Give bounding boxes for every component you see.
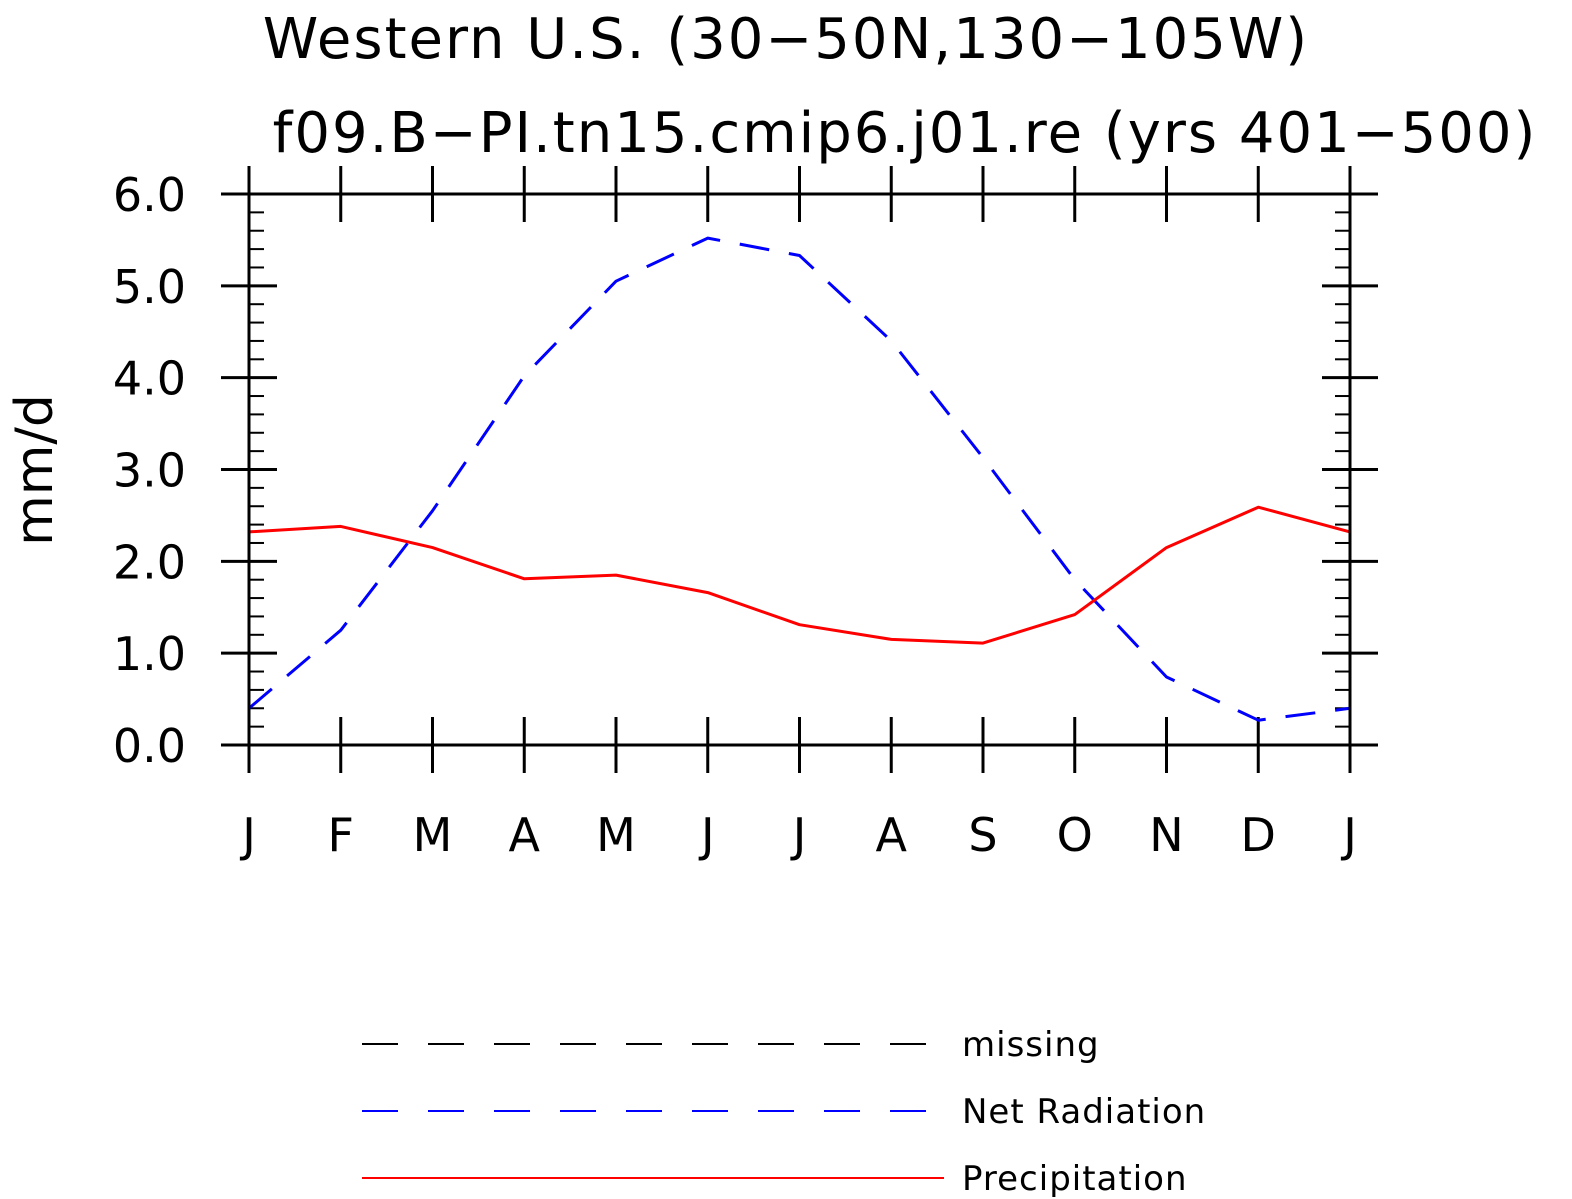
x-tick-label: J (698, 808, 715, 862)
chart-title: Western U.S. (30−50N,130−105W) (263, 7, 1309, 72)
x-tick-label: D (1241, 808, 1276, 862)
x-tick-label: J (790, 808, 807, 862)
x-tick-label: M (596, 808, 636, 862)
y-tick-label: 0.0 (113, 719, 186, 773)
x-tick-label: F (328, 808, 354, 862)
y-tick-label: 4.0 (113, 352, 186, 406)
x-tick-label: S (968, 808, 997, 862)
chart-subtitle: f09.B−PI.tn15.cmip6.j01.re (yrs 401−500) (273, 101, 1538, 166)
series-lines (248, 236, 1351, 722)
y-axis-label: mm/d (5, 394, 65, 546)
legend-label: Net Radiation (962, 1092, 1206, 1132)
legend-label: missing (962, 1025, 1100, 1065)
plot-frame (247, 192, 1352, 747)
y-tick-label: 5.0 (113, 260, 186, 314)
x-tick-label: M (413, 808, 453, 862)
x-tick-label: J (1340, 808, 1357, 862)
series-line-precipitation (248, 505, 1351, 645)
x-tick-label: A (876, 808, 908, 862)
y-tick-label: 6.0 (113, 168, 186, 222)
legend: missing Net Radiation Precipitation (362, 1025, 1206, 1199)
y-tick-label: 2.0 (113, 535, 186, 589)
x-tick-label: A (509, 808, 541, 862)
series-line-net-radiation (248, 236, 1351, 722)
y-tick-label: 1.0 (113, 627, 186, 681)
y-tick-labels: 0.0 1.0 2.0 3.0 4.0 5.0 6.0 (113, 168, 186, 773)
y-tick-label: 3.0 (113, 444, 186, 498)
x-tick-label: O (1057, 808, 1093, 862)
x-tick-label: J (239, 808, 256, 862)
legend-label: Precipitation (962, 1159, 1188, 1199)
x-tick-label: N (1149, 808, 1183, 862)
